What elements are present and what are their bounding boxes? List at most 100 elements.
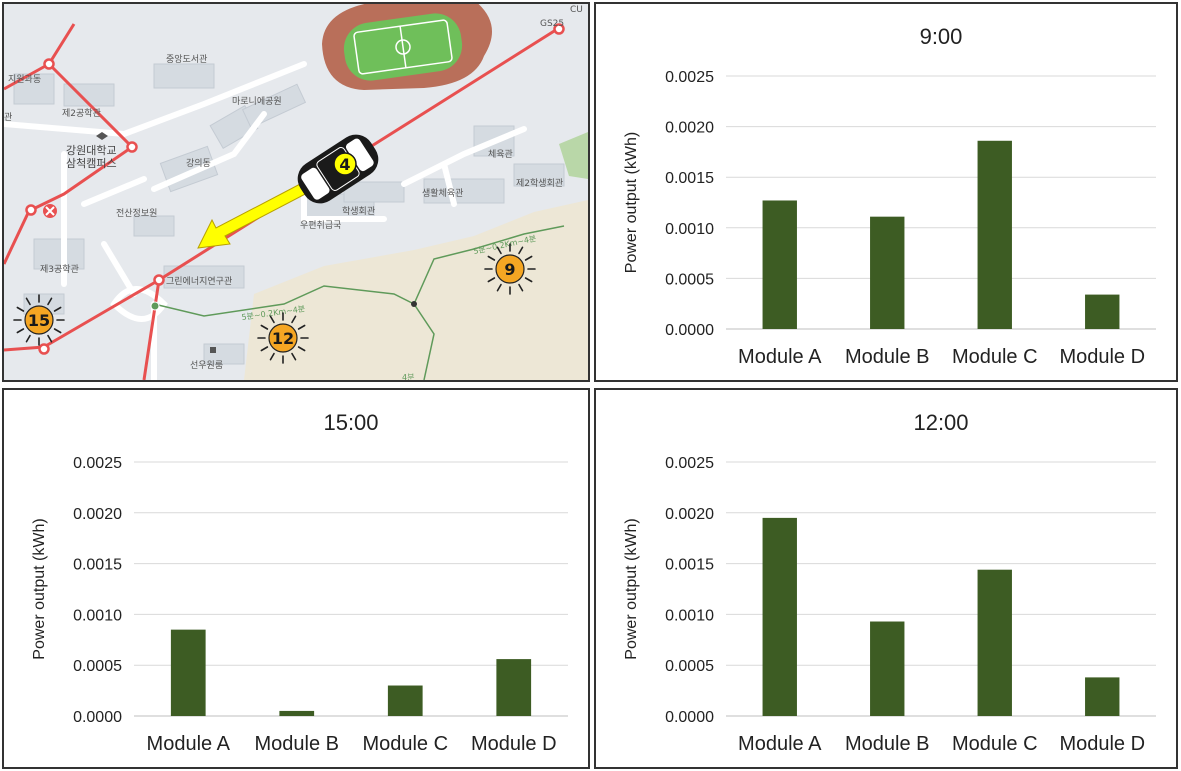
sun-ray bbox=[47, 334, 53, 343]
map-label-gwan: 관 bbox=[4, 112, 12, 123]
y-tick-label: 0.0020 bbox=[73, 506, 122, 523]
sun-disc bbox=[24, 305, 54, 335]
y-tick-label: 0.0000 bbox=[665, 709, 714, 726]
sun-ray bbox=[53, 328, 62, 334]
sun-ray bbox=[496, 283, 502, 292]
y-tick-label: 0.0005 bbox=[73, 658, 122, 675]
bar-chart-1200: 12:00 0.0000 0.0005 0.0010 0.0015 0.0020 0.002… bbox=[623, 410, 1156, 755]
sun-ray bbox=[518, 246, 524, 255]
sun-ray bbox=[487, 277, 496, 283]
bar-module-a bbox=[170, 629, 206, 716]
sun-ray bbox=[524, 255, 533, 261]
bar-module-b bbox=[870, 216, 905, 329]
sun-ray bbox=[291, 352, 297, 361]
sun-ray bbox=[524, 277, 533, 283]
sun-time-label: 15 bbox=[28, 311, 50, 330]
sun-ray bbox=[291, 315, 297, 324]
sun-ray bbox=[269, 315, 275, 324]
sun-ray bbox=[269, 352, 275, 361]
sun-marker-9: 9 bbox=[484, 243, 536, 295]
x-tick-label: Module A bbox=[738, 733, 822, 755]
sun-disc bbox=[268, 323, 298, 353]
x-tick-label: Module A bbox=[147, 733, 231, 755]
sun-ray bbox=[53, 306, 62, 312]
map-label-campus-line2: 삼척캠퍼스 bbox=[66, 157, 117, 170]
map-label-post-office: 우편취급국 bbox=[300, 219, 341, 231]
sun-ray bbox=[260, 346, 269, 352]
trail-junction bbox=[411, 301, 417, 307]
map-label-campus-line1: 강원대학교 bbox=[66, 144, 117, 157]
map-label-sports-center: 생활체육관 bbox=[422, 187, 463, 199]
x-tick-label: Module C bbox=[952, 733, 1038, 755]
y-tick-label: 0.0025 bbox=[665, 69, 714, 86]
map-label-student-hall: 학생회관 bbox=[342, 206, 375, 217]
y-tick-label: 0.0010 bbox=[73, 607, 122, 624]
school-icon bbox=[96, 132, 108, 140]
sun-ray bbox=[496, 246, 502, 255]
x-tick-label: Module C bbox=[362, 733, 448, 755]
x-tick-label: Module A bbox=[738, 346, 822, 368]
x-tick-label: Module B bbox=[845, 733, 930, 755]
campus-map: 5분~0.2Km~4분 5분~0.2Km~4분 4분 중앙도서 bbox=[4, 4, 588, 380]
bar-chart-900: 9:00 0.0000 0.0005 0.0010 0.0015 0.0020 0.0025… bbox=[623, 24, 1156, 368]
stadium bbox=[322, 4, 492, 90]
sun-time-label: 12 bbox=[272, 329, 294, 348]
map-label-green-energy: 그린에너지연구관 bbox=[166, 276, 232, 287]
chart-panel-900: 9:00 0.0000 0.0005 0.0010 0.0015 0.0020 0.0025… bbox=[594, 2, 1178, 382]
sun-ray bbox=[16, 328, 25, 334]
sun-ray bbox=[297, 324, 306, 330]
map-label-eng2: 제2공학관 bbox=[62, 108, 101, 119]
bar-module-d bbox=[1085, 294, 1120, 329]
map-label-it-center: 전산정보원 bbox=[116, 208, 157, 219]
bar-module-c bbox=[977, 569, 1012, 716]
building-icon bbox=[210, 347, 216, 353]
bar-module-a bbox=[762, 200, 797, 329]
y-axis-label: Power output (kWh) bbox=[623, 518, 640, 659]
y-tick-label: 0.0000 bbox=[73, 709, 122, 726]
map-label-maroni: 마로니에공원 bbox=[232, 96, 282, 107]
sun-ray bbox=[487, 255, 496, 261]
bar-module-a bbox=[762, 517, 797, 716]
chart-title: 12:00 bbox=[913, 410, 968, 435]
sun-ray bbox=[47, 297, 53, 306]
chart-panel-1200: 12:00 0.0000 0.0005 0.0010 0.0015 0.0020 0.002… bbox=[594, 388, 1178, 769]
x-tick-label: Module C bbox=[952, 346, 1038, 368]
map-label-cu: CU bbox=[570, 5, 583, 15]
chart-title: 15:00 bbox=[323, 410, 378, 435]
y-axis-label: Power output (kWh) bbox=[31, 518, 48, 659]
y-tick-label: 0.0010 bbox=[665, 221, 714, 238]
map-label-jiwon-dong: 지원과동 bbox=[8, 74, 41, 85]
sun-ray bbox=[260, 324, 269, 330]
chart-panel-1500: 15:00 0.0000 0.0005 0.0010 0.0015 0.0020 0.002… bbox=[2, 388, 590, 769]
restricted-marker bbox=[43, 204, 57, 218]
bar-module-c bbox=[387, 685, 423, 716]
sun-ray bbox=[25, 297, 31, 306]
campus-map-panel: 5분~0.2Km~4분 5분~0.2Km~4분 4분 중앙도서 bbox=[2, 2, 590, 382]
sun-time-label: 9 bbox=[504, 260, 515, 279]
y-tick-label: 0.0015 bbox=[665, 170, 714, 187]
x-tick-label: Module D bbox=[1059, 346, 1145, 368]
y-tick-label: 0.0000 bbox=[665, 322, 714, 339]
y-tick-label: 0.0010 bbox=[665, 607, 714, 624]
y-tick-label: 0.0015 bbox=[73, 557, 122, 574]
map-label-gym: 체육관 bbox=[488, 149, 513, 160]
map-label-central-library: 중앙도서관 bbox=[166, 53, 207, 65]
sandy-area bbox=[244, 200, 588, 380]
green-area bbox=[559, 132, 588, 179]
bar-module-d bbox=[1085, 677, 1120, 716]
x-tick-label: Module D bbox=[1059, 733, 1145, 755]
map-label-lecture: 강의동 bbox=[186, 158, 211, 169]
x-tick-label: Module B bbox=[255, 733, 340, 755]
roads bbox=[4, 61, 527, 380]
sun-disc bbox=[495, 254, 525, 284]
map-label-sunwoo: 선우원룸 bbox=[190, 360, 223, 371]
direction-arrow bbox=[197, 181, 314, 249]
y-tick-label: 0.0025 bbox=[665, 455, 714, 472]
sun-ray bbox=[25, 334, 31, 343]
sun-ray bbox=[16, 306, 25, 312]
y-tick-label: 0.0005 bbox=[665, 658, 714, 675]
sun-ray bbox=[518, 283, 524, 292]
x-tick-label: Module B bbox=[845, 346, 930, 368]
chart-title: 9:00 bbox=[920, 24, 963, 49]
car-time-marker: 4 bbox=[333, 152, 357, 176]
